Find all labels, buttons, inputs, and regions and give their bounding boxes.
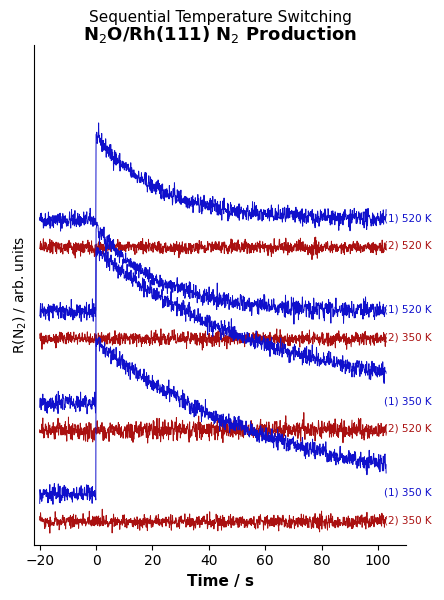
Text: (1) 350 K: (1) 350 K — [384, 488, 431, 498]
Text: (1) 520 K: (1) 520 K — [384, 305, 431, 315]
Text: Sequential Temperature Switching: Sequential Temperature Switching — [89, 10, 352, 25]
Text: (2) 520 K: (2) 520 K — [384, 424, 431, 434]
X-axis label: Time / s: Time / s — [186, 574, 254, 589]
Text: (1) 350 K: (1) 350 K — [384, 397, 431, 406]
Text: (2) 350 K: (2) 350 K — [384, 332, 431, 342]
Text: (1) 520 K: (1) 520 K — [384, 214, 431, 223]
Text: (2) 350 K: (2) 350 K — [384, 515, 431, 525]
Title: N$_2$O/Rh(111) N$_2$ Production: N$_2$O/Rh(111) N$_2$ Production — [83, 23, 357, 44]
Y-axis label: R(N$_2$) / arb. units: R(N$_2$) / arb. units — [11, 235, 28, 354]
Text: (2) 520 K: (2) 520 K — [384, 241, 431, 251]
